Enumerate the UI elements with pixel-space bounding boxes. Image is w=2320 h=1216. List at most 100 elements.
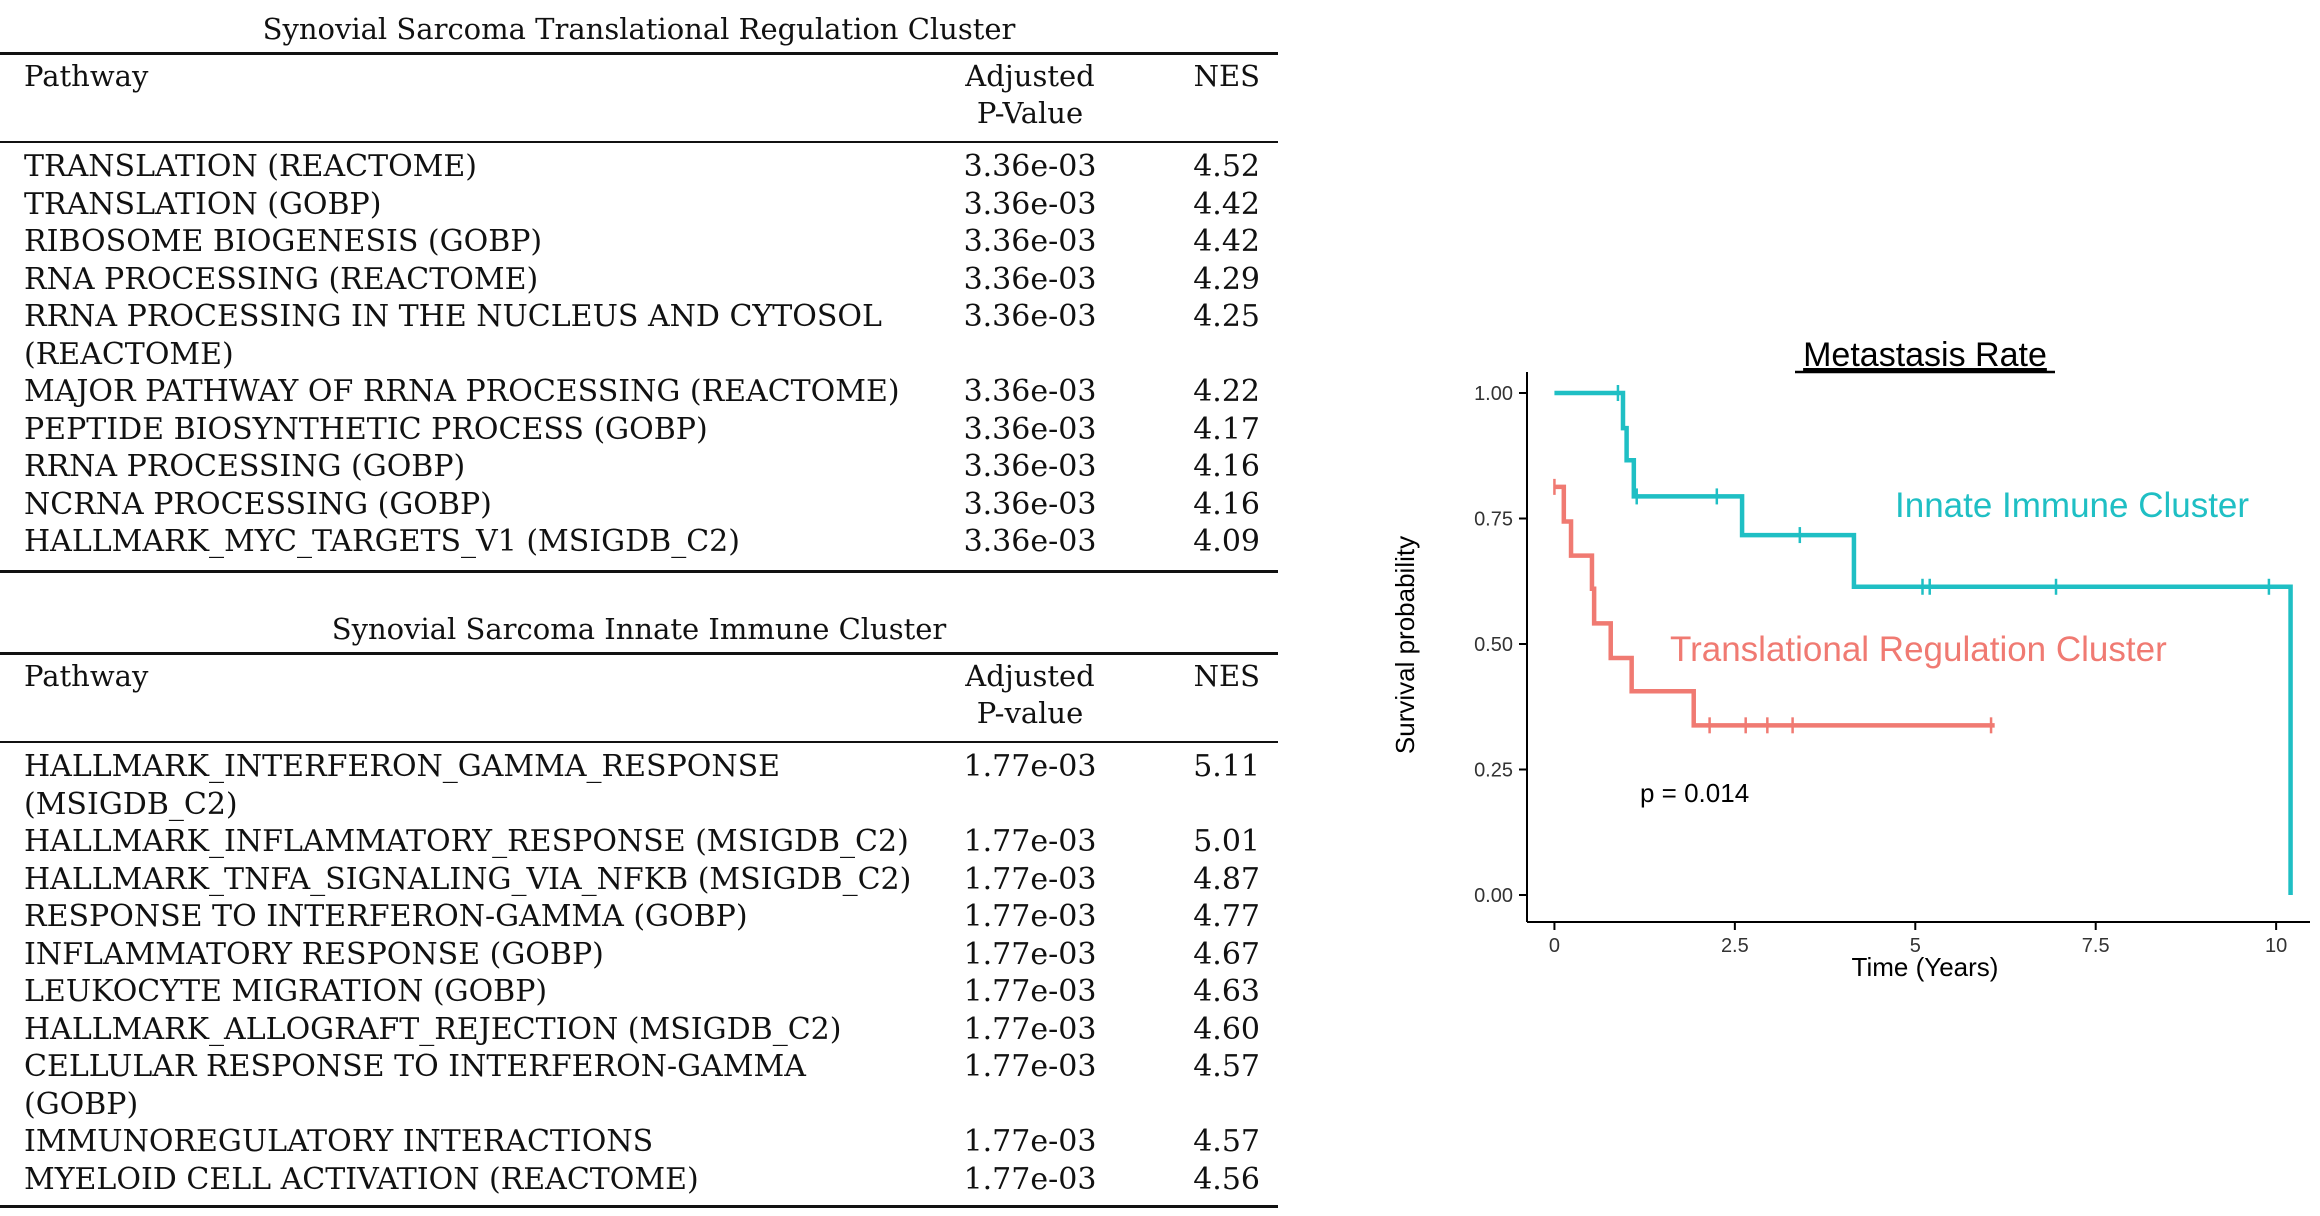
table-cell-pvalue: 3.36e-03 — [963, 299, 1097, 334]
chart-title: Metastasis Rate — [1803, 336, 2047, 374]
table-top-rule — [0, 52, 1278, 55]
table-caption: Synovial Sarcoma Innate Immune Cluster — [331, 612, 947, 646]
table-cell-pvalue: 1.77e-03 — [963, 974, 1097, 1009]
table-cell-nes: 4.09 — [1193, 524, 1260, 559]
table-cell-nes: 4.77 — [1193, 899, 1260, 934]
header-pvalue-line1: Adjusted — [965, 59, 1095, 93]
table-cell-pathway: INFLAMMATORY RESPONSE (GOBP) — [24, 936, 604, 972]
series-line-innate-immune — [1554, 390, 2293, 895]
table-cell-nes: 4.67 — [1193, 936, 1260, 972]
series-label-innate-immune: Innate Immune Cluster — [1895, 486, 2249, 525]
table-caption: Synovial Sarcoma Translational Regulatio… — [262, 12, 1016, 46]
table-cell-pathway: CELLULAR RESPONSE TO INTERFERON-GAMMA — [24, 1049, 806, 1084]
table-cell-pathway: HALLMARK_INFLAMMATORY_RESPONSE (MSIGDB_C… — [24, 824, 909, 859]
table-cell-pvalue: 1.77e-03 — [963, 749, 1097, 784]
table-cell-nes: 4.17 — [1193, 411, 1260, 447]
table-cell-pathway-cont: (REACTOME) — [24, 336, 234, 372]
table-cell-pvalue: 3.36e-03 — [963, 186, 1097, 222]
table-cell-pathway: TRANSLATION (GOBP) — [24, 186, 382, 222]
table-header-rule — [0, 741, 1278, 743]
table-cell-pvalue: 3.36e-03 — [963, 224, 1097, 259]
series-label-translational: Translational Regulation Cluster — [1670, 630, 2167, 669]
table-cell-pathway: HALLMARK_ALLOGRAFT_REJECTION (MSIGDB_C2) — [24, 1011, 842, 1047]
table-cell-pvalue: 3.36e-03 — [963, 374, 1097, 409]
table-cell-pathway-cont: (GOBP) — [24, 1086, 139, 1122]
table-cell-pathway: NCRNA PROCESSING (GOBP) — [24, 486, 492, 522]
table-cell-nes: 4.52 — [1193, 149, 1260, 184]
table-cell-pathway: MYELOID CELL ACTIVATION (REACTOME) — [24, 1161, 699, 1197]
table-bottom-rule — [0, 570, 1278, 573]
table-cell-pathway-cont: (MSIGDB_C2) — [24, 786, 238, 822]
table-cell-nes: 4.57 — [1193, 1049, 1260, 1084]
table-cell-pvalue: 1.77e-03 — [963, 1049, 1097, 1084]
x-tick-label: 0 — [1549, 935, 1560, 957]
table-cell-pathway: RRNA PROCESSING (GOBP) — [24, 449, 466, 484]
table-cell-pvalue: 3.36e-03 — [963, 449, 1097, 484]
header-pathway: Pathway — [24, 659, 149, 693]
table-cell-pathway: HALLMARK_MYC_TARGETS_V1 (MSIGDB_C2) — [24, 524, 740, 559]
table-cell-nes: 4.42 — [1193, 224, 1260, 259]
table-cell-nes: 4.60 — [1193, 1011, 1260, 1047]
axes: 0.00 0.25 0.50 0.75 1.00 0 2.5 5 7.5 10 — [1474, 372, 2310, 957]
table-header-rule — [0, 141, 1278, 143]
header-pvalue-line2: P-value — [976, 696, 1084, 730]
table-bottom-rule — [0, 1205, 1278, 1208]
table-cell-pvalue: 3.36e-03 — [963, 486, 1097, 522]
table-cell-pvalue: 1.77e-03 — [963, 899, 1097, 934]
header-pathway: Pathway — [24, 59, 149, 93]
table-cell-pathway: PEPTIDE BIOSYNTHETIC PROCESS (GOBP) — [24, 411, 708, 447]
km-chart: Metastasis Rate 0.00 0.25 0.50 0.75 1.00 0 2.5… — [1390, 336, 2310, 982]
table-cell-nes: 4.56 — [1193, 1161, 1260, 1197]
table-cell-pathway: RRNA PROCESSING IN THE NUCLEUS AND CYTOS… — [24, 299, 882, 334]
table-cell-pathway: HALLMARK_TNFA_SIGNALING_VIA_NFKB (MSIGDB… — [24, 861, 912, 897]
x-tick-label: 7.5 — [2082, 935, 2110, 957]
x-tick-label: 5 — [1910, 935, 1921, 957]
table-cell-nes: 4.22 — [1193, 374, 1260, 409]
table-cell-nes: 4.29 — [1193, 261, 1260, 297]
table-cell-pathway: HALLMARK_INTERFERON_GAMMA_RESPONSE — [24, 749, 781, 784]
table-cell-pvalue: 1.77e-03 — [963, 1124, 1097, 1159]
x-tick-label: 10 — [2265, 935, 2287, 957]
header-pvalue-line2: P-Value — [976, 96, 1084, 130]
table-cell-pvalue: 1.77e-03 — [963, 861, 1097, 897]
table-cell-pvalue: 1.77e-03 — [963, 824, 1097, 859]
header-pvalue-line1: Adjusted — [965, 659, 1095, 693]
y-tick-label: 0.75 — [1474, 509, 1513, 531]
table-cell-nes: 4.16 — [1193, 449, 1260, 484]
table-cell-pathway: LEUKOCYTE MIGRATION (GOBP) — [24, 974, 548, 1009]
table-cell-pvalue: 3.36e-03 — [963, 411, 1097, 447]
table-cell-pvalue: 1.77e-03 — [963, 1011, 1097, 1047]
table-cell-pathway: MAJOR PATHWAY OF RRNA PROCESSING (REACTO… — [24, 374, 900, 409]
x-axis-label: Time (Years) — [1852, 952, 1999, 982]
table-cell-pathway: IMMUNOREGULATORY INTERACTIONS — [24, 1124, 654, 1159]
table-top-rule — [0, 652, 1278, 655]
table-cell-nes: 4.42 — [1193, 186, 1260, 222]
survival-curves — [1553, 385, 2293, 895]
table-cell-nes: 5.01 — [1193, 824, 1260, 859]
table-cell-nes: 5.11 — [1193, 749, 1260, 784]
series-line-translational — [1554, 484, 1995, 728]
table-cell-pvalue: 1.77e-03 — [963, 936, 1097, 972]
table-cell-pathway: TRANSLATION (REACTOME) — [24, 149, 477, 184]
table-cell-nes: 4.63 — [1193, 974, 1260, 1009]
table-cell-pathway: RIBOSOME BIOGENESIS (GOBP) — [24, 224, 543, 259]
x-tick-label: 2.5 — [1721, 935, 1749, 957]
table-cell-pvalue: 3.36e-03 — [963, 149, 1097, 184]
table-cell-nes: 4.57 — [1193, 1124, 1260, 1159]
table-cell-nes: 4.87 — [1193, 861, 1260, 897]
table-cell-nes: 4.16 — [1193, 486, 1260, 522]
y-tick-label: 0.50 — [1474, 634, 1513, 656]
y-tick-label: 0.25 — [1474, 760, 1513, 782]
table-cell-pvalue: 3.36e-03 — [963, 261, 1097, 297]
table-cell-nes: 4.25 — [1193, 299, 1260, 334]
table-cell-pvalue: 3.36e-03 — [963, 524, 1097, 559]
table-cell-pvalue: 1.77e-03 — [963, 1161, 1097, 1197]
y-tick-label: 1.00 — [1474, 383, 1513, 405]
header-nes: NES — [1193, 59, 1260, 93]
table-cell-pathway: RESPONSE TO INTERFERON-GAMMA (GOBP) — [24, 899, 748, 934]
header-nes: NES — [1193, 659, 1260, 693]
y-tick-label: 0.00 — [1474, 885, 1513, 907]
table-cell-pathway: RNA PROCESSING (REACTOME) — [24, 261, 539, 297]
p-value-annotation: p = 0.014 — [1640, 778, 1749, 808]
y-axis-label: Survival probability — [1390, 536, 1420, 754]
